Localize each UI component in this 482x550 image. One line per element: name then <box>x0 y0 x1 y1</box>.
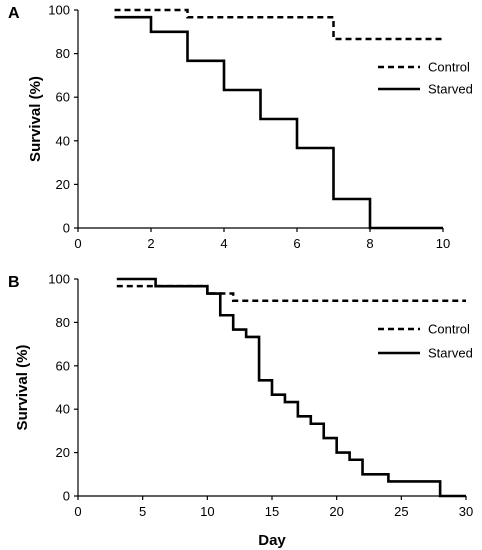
y-tick-label: 20 <box>56 445 70 460</box>
x-tick-label: 20 <box>329 504 343 519</box>
x-tick-label: 2 <box>147 236 154 251</box>
y-tick-label: 80 <box>56 46 70 61</box>
x-axis-title: Day <box>258 532 286 549</box>
y-tick-label: 0 <box>63 221 70 236</box>
y-tick-label: 60 <box>56 90 70 105</box>
legend-label-starved: Starved <box>428 82 473 97</box>
legend-label-starved: Starved <box>428 346 473 361</box>
x-tick-label: 10 <box>200 504 214 519</box>
x-tick-label: 0 <box>74 236 81 251</box>
x-tick-label: 4 <box>220 236 227 251</box>
series-line-starved <box>114 15 443 230</box>
x-tick-label: 25 <box>394 504 408 519</box>
series-line-starved <box>116 277 466 498</box>
y-tick-label: 100 <box>48 3 70 18</box>
panel-label: B <box>8 274 20 291</box>
x-tick-label: 8 <box>366 236 373 251</box>
y-tick-label: 40 <box>56 133 70 148</box>
y-axis-title: Survival (%) <box>14 345 31 431</box>
panel-a: A 0 20 40 60 80 100 0 2 4 6 8 10 Survival (%) Control S… <box>8 3 473 252</box>
y-tick-label: 20 <box>56 177 70 192</box>
y-tick-label: 80 <box>56 315 70 330</box>
series-line-control <box>116 284 466 302</box>
x-tick-label: 0 <box>74 504 81 519</box>
legend-label-control: Control <box>428 322 470 337</box>
y-tick-label: 0 <box>63 489 70 504</box>
x-tick-label: 30 <box>459 504 473 519</box>
panel-label: A <box>8 5 20 22</box>
legend-label-control: Control <box>428 60 470 75</box>
y-axis-title: Survival (%) <box>27 76 44 162</box>
x-tick-label: 15 <box>265 504 279 519</box>
series-line-control <box>114 8 443 41</box>
y-tick-label: 60 <box>56 358 70 373</box>
y-tick-label: 100 <box>48 272 70 287</box>
panel-b: B 0 20 40 60 80 100 0 5 10 15 20 25 30 Survival (%) Day… <box>8 272 473 550</box>
x-tick-label: 10 <box>436 236 450 251</box>
y-tick-label: 40 <box>56 402 70 417</box>
x-tick-label: 5 <box>139 504 146 519</box>
x-tick-label: 6 <box>293 236 300 251</box>
